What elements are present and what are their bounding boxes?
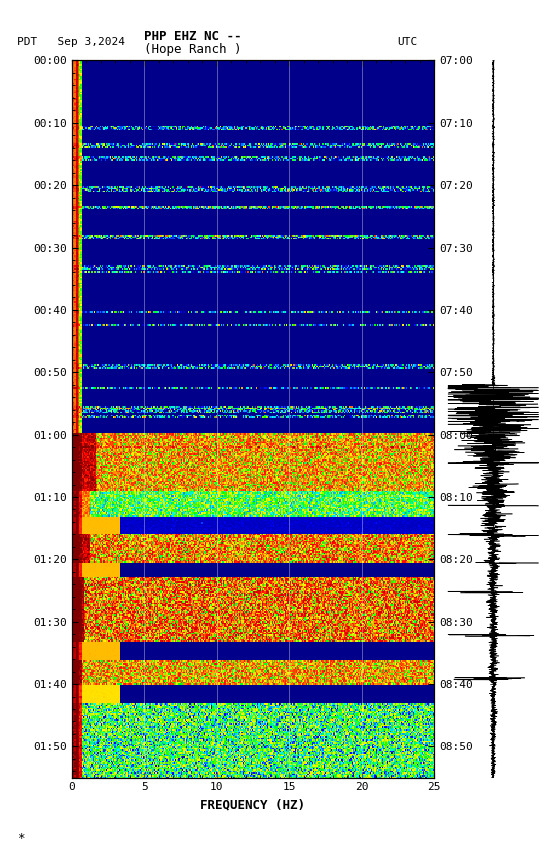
Text: PHP EHZ NC --: PHP EHZ NC -- — [145, 30, 242, 43]
Text: PDT   Sep 3,2024: PDT Sep 3,2024 — [17, 37, 125, 48]
Text: (Hope Ranch ): (Hope Ranch ) — [145, 43, 242, 56]
Text: UTC: UTC — [397, 37, 418, 48]
X-axis label: FREQUENCY (HZ): FREQUENCY (HZ) — [200, 798, 305, 811]
Text: *: * — [17, 832, 24, 845]
